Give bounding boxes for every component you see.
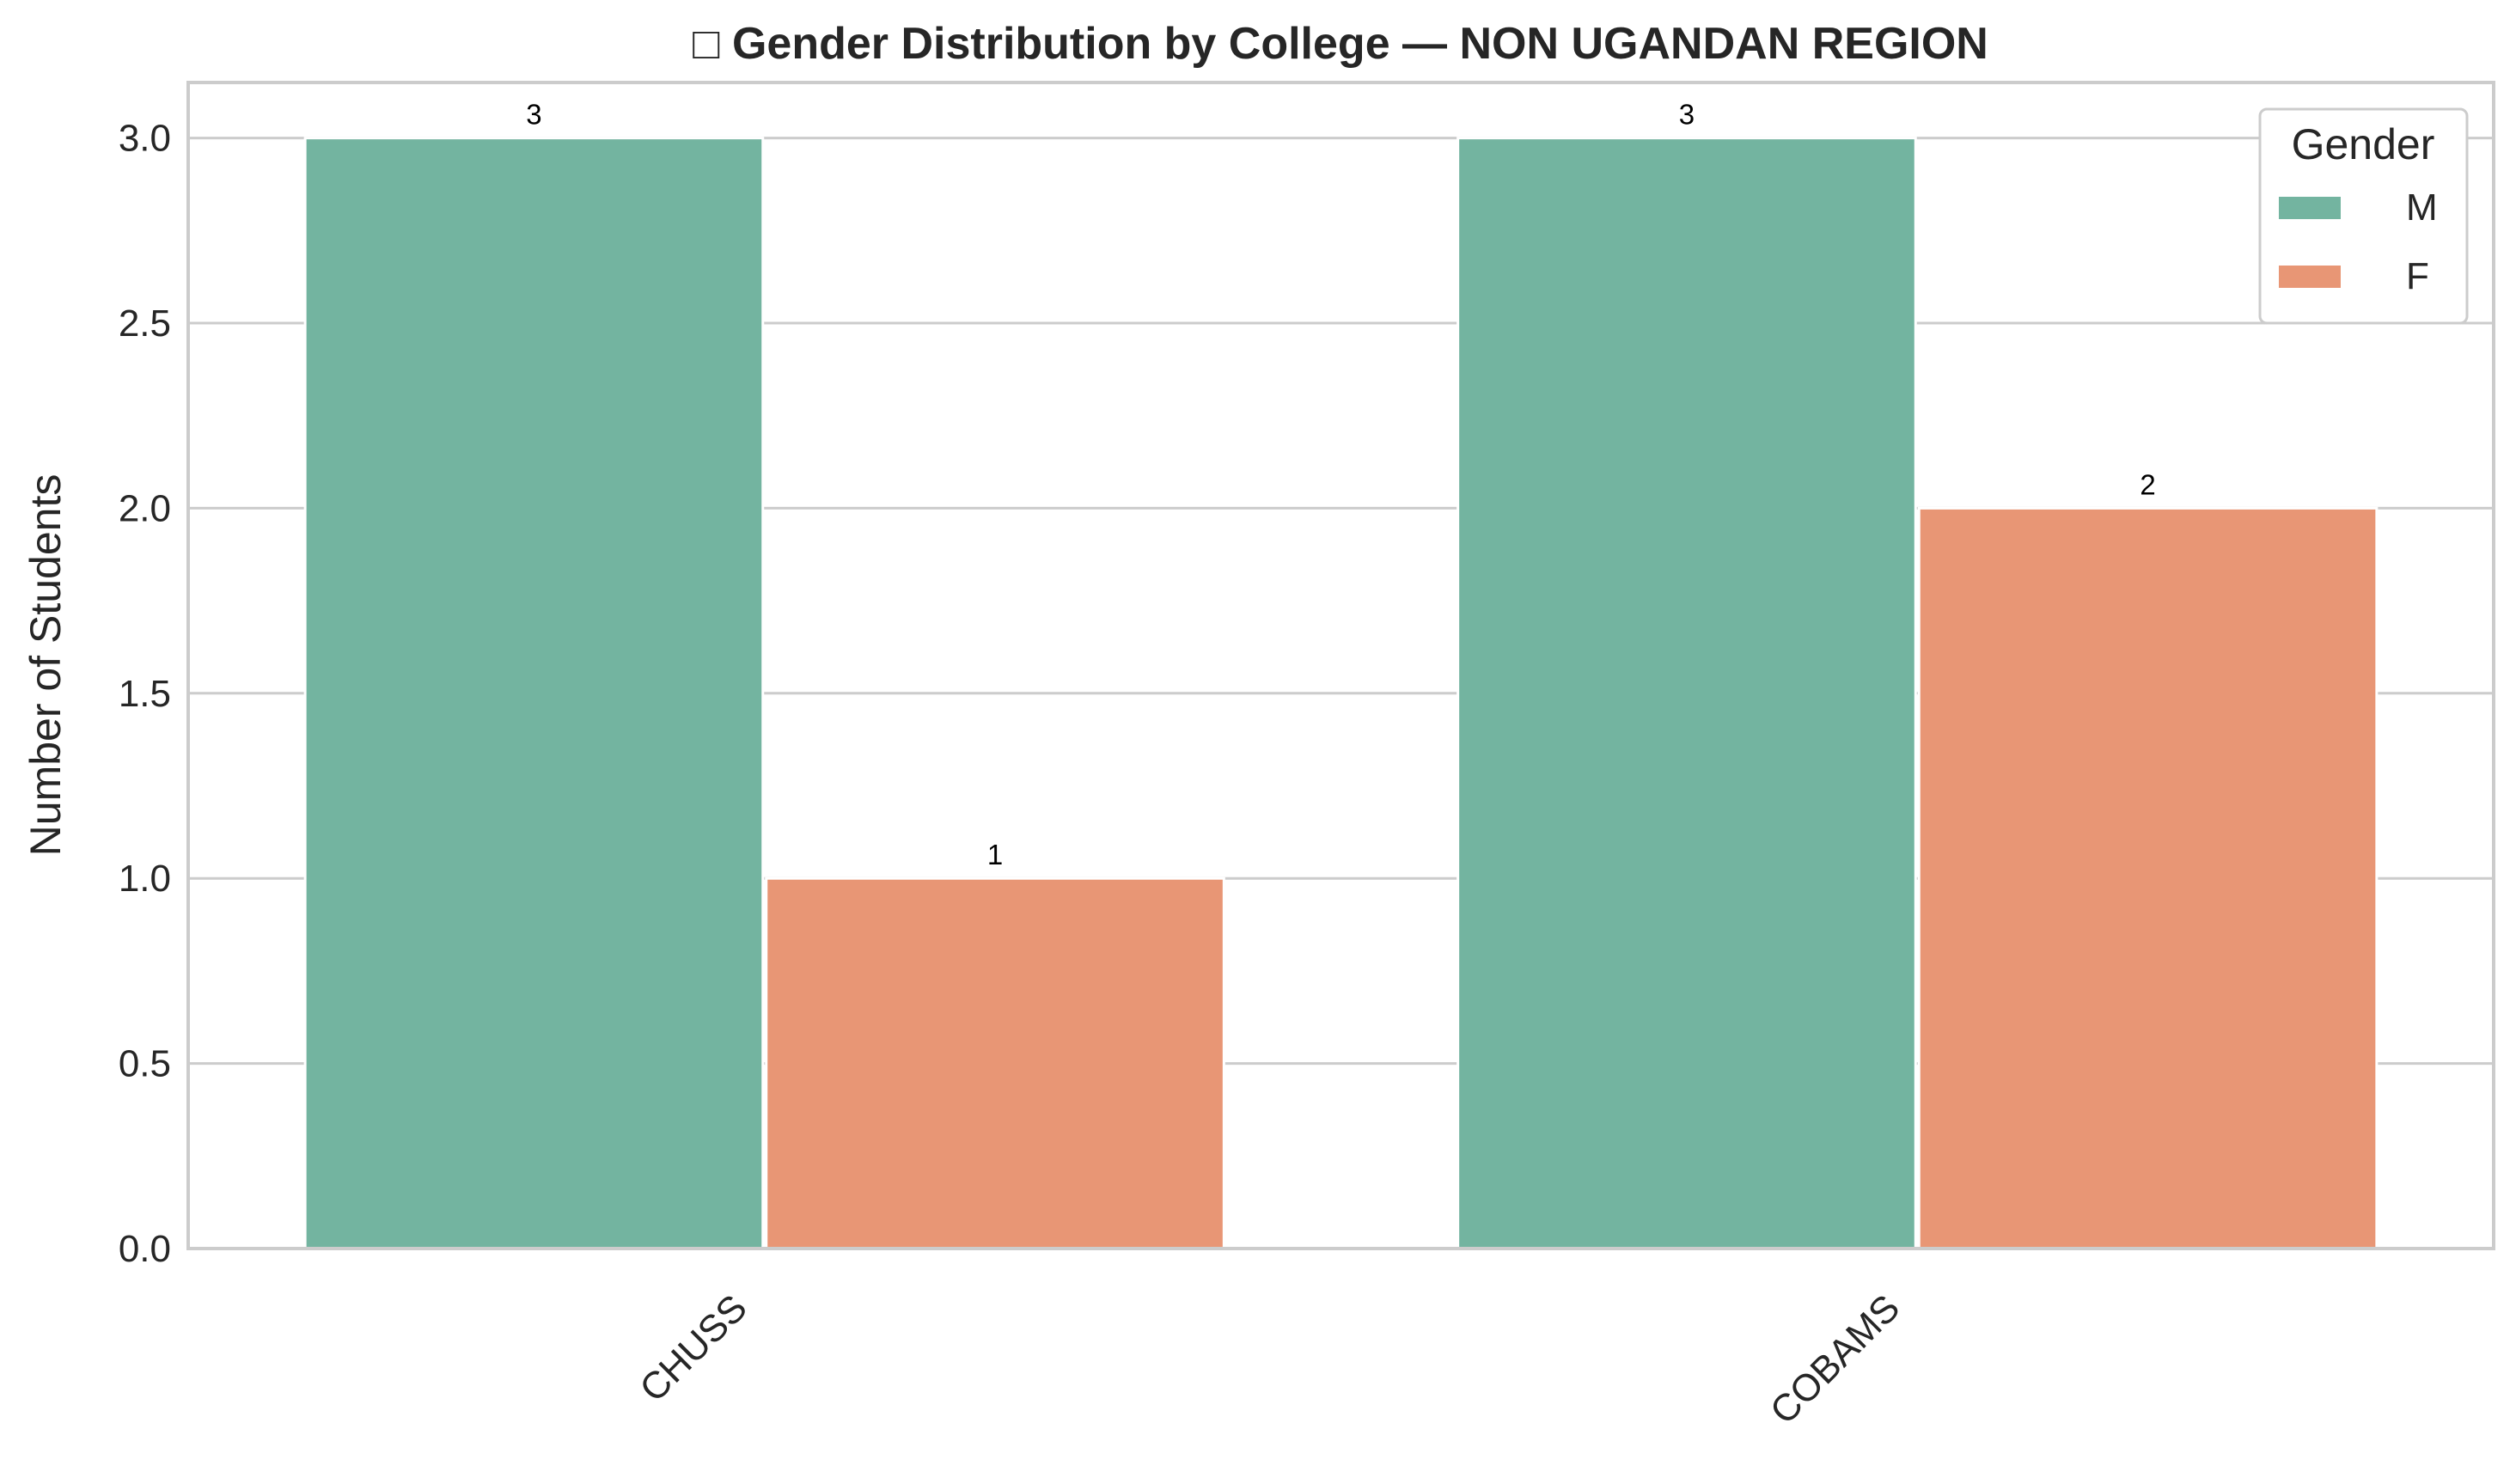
data-label: 3 bbox=[526, 99, 541, 131]
data-label: 3 bbox=[1679, 99, 1695, 131]
y-axis-label: Number of Students bbox=[21, 474, 70, 857]
y-axis-ticks: 0.0 0.5 1.0 1.5 2.0 2.5 3.0 bbox=[119, 118, 171, 1270]
legend-title: Gender bbox=[2292, 120, 2435, 168]
y-tick-label: 1.0 bbox=[119, 858, 171, 900]
bar-cobams-f bbox=[1917, 506, 2379, 1250]
y-tick-label: 2.0 bbox=[119, 487, 171, 529]
legend-swatch-f bbox=[2279, 266, 2341, 288]
data-label: 1 bbox=[987, 839, 1003, 870]
chart-title: □ Gender Distribution by College — NON U… bbox=[693, 19, 1988, 69]
bar-cobams-m bbox=[1456, 137, 1917, 1250]
y-tick-label: 2.5 bbox=[119, 302, 171, 345]
data-label: 2 bbox=[2140, 468, 2155, 500]
y-tick-label: 0.0 bbox=[119, 1228, 171, 1270]
y-tick-label: 3.0 bbox=[119, 118, 171, 160]
data-labels: 3 1 3 2 bbox=[526, 99, 2155, 871]
legend-entries: MF bbox=[2279, 186, 2438, 297]
axes-frame bbox=[186, 81, 2495, 1250]
bar-chuss-f bbox=[765, 876, 1225, 1250]
legend-swatch-m bbox=[2279, 197, 2341, 219]
legend: Gender MF bbox=[2258, 107, 2469, 325]
legend-label-m: M bbox=[2406, 186, 2438, 229]
legend-label-f: F bbox=[2406, 255, 2429, 297]
bars bbox=[303, 137, 2379, 1250]
y-tick-label: 0.5 bbox=[119, 1043, 171, 1085]
bar-chuss-m bbox=[303, 137, 765, 1250]
y-tick-label: 1.5 bbox=[119, 673, 171, 715]
